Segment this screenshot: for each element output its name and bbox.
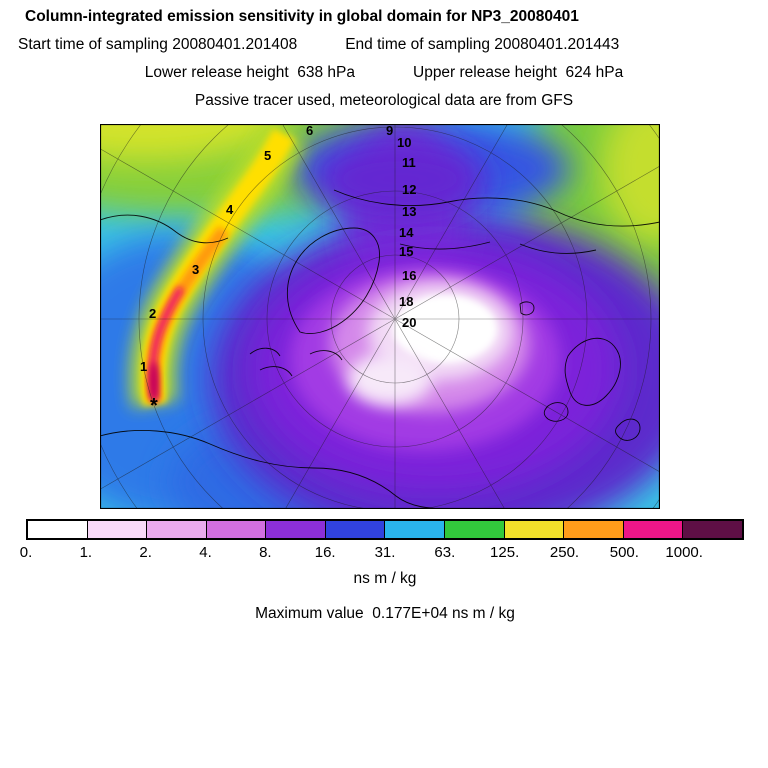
coastlines xyxy=(100,189,660,509)
colorbar-tick-label: 250. xyxy=(549,544,580,561)
graticule-grid xyxy=(100,124,660,509)
trajectory-point-label: 12 xyxy=(402,182,416,197)
colorbar-segment xyxy=(325,521,386,538)
colorbar-segment xyxy=(623,521,684,538)
sampling-times-row: Start time of sampling 20080401.201408 E… xyxy=(0,26,768,54)
emission-plume xyxy=(129,124,305,408)
start-time-label: Start time of sampling 20080401.201408 xyxy=(18,36,298,53)
trajectory-point-label: 18 xyxy=(399,294,413,309)
release-point-marker: * xyxy=(150,395,158,417)
max-value-line: Maximum value 0.177E+04 ns m / kg xyxy=(255,605,515,622)
colorbar-tick-label: 125. xyxy=(490,544,520,561)
map-panel: 1 2 3 4 5 6 9 10 11 12 13 14 15 16 18 20 * xyxy=(100,124,660,509)
colorbar-bar xyxy=(26,519,744,540)
colorbar-segment xyxy=(683,521,742,538)
colorbar-tick-label: 0. xyxy=(19,544,33,561)
colorbar-segment xyxy=(385,521,446,538)
colorbar-segment xyxy=(445,521,505,538)
lower-release-height-label: Lower release height 638 hPa xyxy=(144,64,355,81)
trajectory-point-label: 11 xyxy=(402,155,416,170)
figure-page: Column-integrated emission sensitivity i… xyxy=(0,8,768,623)
emission-sensitivity-field xyxy=(100,124,660,509)
upper-release-height-label: Upper release height 624 hPa xyxy=(413,64,624,81)
trajectory-point-label: 14 xyxy=(399,225,414,240)
tracer-note: Passive tracer used, meteorological data… xyxy=(194,92,574,109)
trajectory-point-label: 3 xyxy=(192,262,199,277)
map-border xyxy=(100,124,660,509)
colorbar-tick-label: 1000. xyxy=(665,544,703,561)
colorbar-tick-label: 16. xyxy=(314,544,336,561)
trajectory-point-label: 5 xyxy=(264,148,271,163)
end-time-label: End time of sampling 20080401.201443 xyxy=(345,36,620,53)
colorbar-tick-label: 31. xyxy=(374,544,396,561)
colorbar-tick-label: 1. xyxy=(79,544,93,561)
trajectory-point-label: 1 xyxy=(140,359,147,374)
colorbar-segment xyxy=(504,521,565,538)
colorbar-segment xyxy=(28,521,88,538)
colorbar-tick-label: 2. xyxy=(139,544,152,561)
trajectory-point-label: 16 xyxy=(402,268,416,283)
colorbar: 0. 1. 2. 4. 8. 16. 31. 63. 125. 250. 500. 1000. ns … xyxy=(20,519,744,623)
trajectory-point-label: 2 xyxy=(149,306,156,321)
trajectory-point-label: 13 xyxy=(402,204,416,219)
colorbar-tick-label: 8. xyxy=(259,544,272,561)
colorbar-tick-label: 63. xyxy=(434,544,456,561)
trajectory-point-label: 10 xyxy=(397,135,411,150)
colorbar-tick-label: 4. xyxy=(199,544,212,561)
colorbar-segment xyxy=(87,521,148,538)
trajectory-point-label: 6 xyxy=(306,124,313,138)
colorbar-segment xyxy=(147,521,207,538)
trajectory-point-label: 15 xyxy=(399,244,413,259)
colorbar-tick-label: 500. xyxy=(609,544,639,561)
trajectory-point-label: 9 xyxy=(386,124,393,138)
trajectory-point-label: 20 xyxy=(402,315,416,330)
colorbar-segment xyxy=(206,521,267,538)
figure-title: Column-integrated emission sensitivity i… xyxy=(25,8,579,25)
colorbar-segment xyxy=(564,521,624,538)
colorbar-tick-row: 0. 1. 2. 4. 8. 16. 31. 63. 125. 250. 500. 1000. xyxy=(20,542,744,564)
release-heights-row: Lower release height 638 hPa Upper relea… xyxy=(0,54,768,82)
colorbar-segment xyxy=(266,521,326,538)
colorbar-units: ns m / kg xyxy=(353,570,417,587)
trajectory-point-label: 4 xyxy=(226,202,234,217)
